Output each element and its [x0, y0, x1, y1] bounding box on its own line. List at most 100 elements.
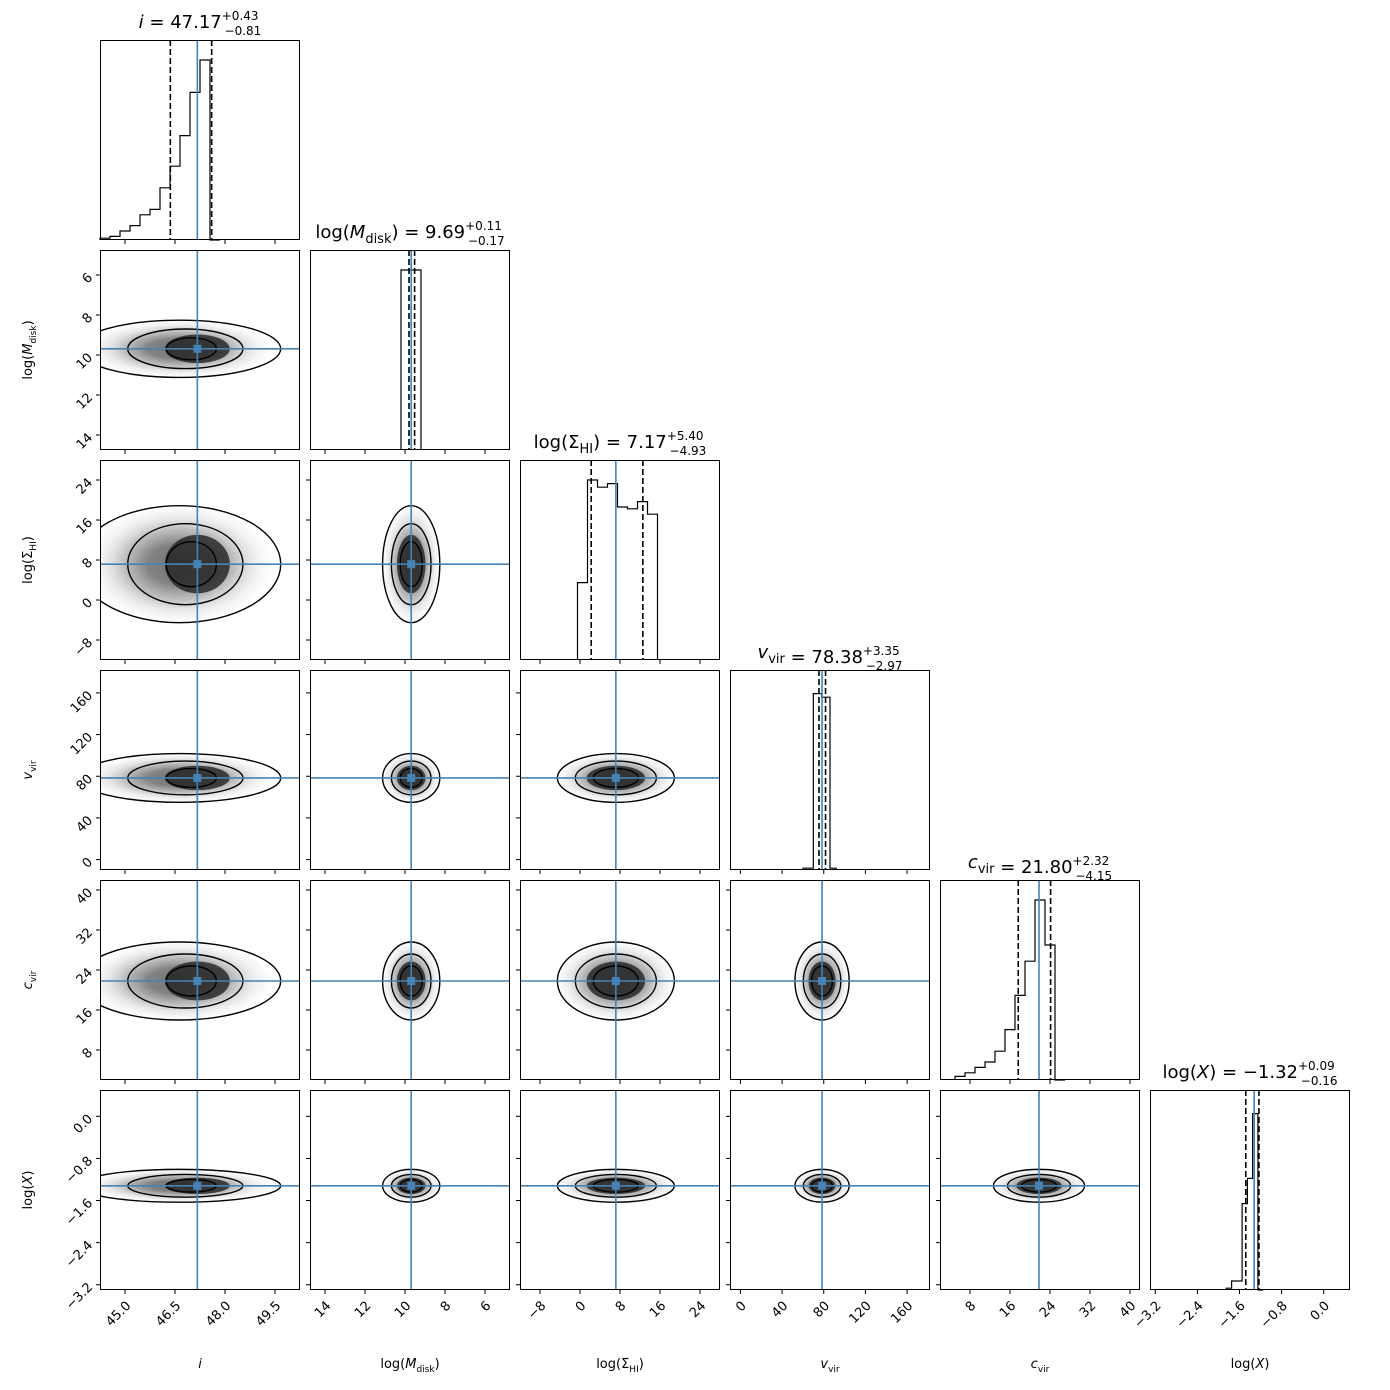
y-tick-label: 160	[68, 688, 96, 716]
x-tick-label: 48.0	[203, 1299, 234, 1330]
panel-frame	[520, 670, 720, 870]
x-tick-label: 8	[438, 1299, 454, 1315]
panel-frame	[100, 250, 300, 450]
panel-mdisk-mdisk: log(Mdisk) = 9.69+0.11 −0.17	[310, 219, 510, 454]
y-tick-label: 40	[74, 813, 96, 835]
panel-frame	[100, 40, 300, 240]
y-tick-label: −8	[72, 635, 96, 659]
panel-frame	[730, 1090, 930, 1290]
y-tick-label: 80	[74, 772, 96, 794]
x-axis-label-vvir: vvir	[820, 1357, 840, 1375]
x-axis-label-logx: log(X)	[1231, 1357, 1270, 1372]
y-tick-label: 8	[80, 310, 96, 326]
x-tick-label: 45.0	[103, 1299, 134, 1330]
x-tick-label: 16	[997, 1299, 1019, 1321]
x-axis-label-sigma: log(ΣHI)	[596, 1357, 644, 1375]
y-tick-label: 6	[80, 270, 96, 286]
panel-frame	[520, 880, 720, 1080]
y-tick-label: 16	[74, 1005, 96, 1027]
x-tick-label: 12	[352, 1299, 374, 1321]
panel-cvir-i: 8 16 24 32 40	[74, 880, 300, 1084]
y-tick-label: 24	[74, 475, 96, 497]
y-axis-label-sigma: log(ΣHI)	[21, 536, 39, 584]
panel-vvir-i: 0 40 80 120 160	[68, 670, 300, 874]
x-tick-label: −1.6	[1216, 1299, 1249, 1332]
y-axis-label-cvir: cvir	[21, 970, 39, 989]
panel-frame	[520, 460, 720, 660]
x-tick-label: 10	[392, 1299, 414, 1321]
x-tick-label: 120	[847, 1299, 875, 1327]
y-tick-label: 12	[74, 390, 96, 412]
title-sigma: log(ΣHI) = 7.17+5.40 −4.93	[534, 429, 707, 458]
y-tick-label: 16	[74, 515, 96, 537]
histogram-i	[99, 59, 220, 241]
panel-logx-sigma: −8 0 8 16 24	[516, 1090, 720, 1323]
panel-cvir-sigma	[516, 880, 720, 1084]
panel-logx-logx: log(X) = −1.32+0.09 −0.16 −3.2 −2.4 −1.6 −0.8…	[1132, 1059, 1350, 1332]
panel-frame	[730, 880, 930, 1080]
panel-frame	[310, 460, 510, 660]
x-tick-label: 0.0	[1308, 1299, 1333, 1324]
y-tick-label: −1.6	[63, 1196, 96, 1229]
title-vvir: vvir = 78.38+3.35 −2.97	[758, 642, 903, 673]
panel-frame	[940, 1090, 1140, 1290]
x-tick-label: 49.5	[253, 1299, 284, 1330]
x-tick-label: 24	[687, 1299, 709, 1321]
x-tick-label: 0	[733, 1299, 749, 1315]
panel-logx-mdisk: 14 12 10 8 6	[306, 1090, 510, 1321]
title-cvir: cvir = 21.80+2.32 −4.15	[968, 852, 1112, 883]
x-axis-label-mdisk: log(Mdisk)	[380, 1357, 439, 1375]
panel-cvir-vvir	[726, 880, 930, 1084]
histogram-cvir	[954, 899, 1065, 1081]
panel-frame	[940, 880, 1140, 1080]
panel-sigma-mdisk	[306, 460, 510, 664]
x-tick-label: 6	[478, 1299, 494, 1315]
y-tick-label: 8	[80, 1045, 96, 1061]
panel-vvir-sigma	[516, 670, 720, 874]
panel-vvir-vvir: vvir = 78.38+3.35 −2.97	[730, 642, 930, 874]
panel-frame	[520, 1090, 720, 1290]
panel-frame	[100, 880, 300, 1080]
y-axis-label-vvir: vvir	[21, 760, 39, 780]
panel-frame	[100, 1090, 300, 1290]
y-tick-label: 0.0	[71, 1112, 96, 1137]
y-tick-label: 32	[74, 925, 96, 947]
x-tick-label: 8	[963, 1299, 979, 1315]
panel-sigma-sigma: log(ΣHI) = 7.17+5.40 −4.93	[520, 429, 720, 664]
y-axis-label-mdisk: log(Mdisk)	[21, 320, 39, 379]
panel-frame	[100, 670, 300, 870]
histogram-sigma	[576, 479, 659, 660]
y-tick-label: 14	[74, 430, 96, 452]
panel-frame	[310, 250, 510, 450]
y-tick-label: 10	[74, 350, 96, 372]
y-tick-label: 120	[68, 730, 96, 758]
panel-frame	[1150, 1090, 1350, 1290]
title-logx: log(X) = −1.32+0.09 −0.16	[1162, 1059, 1337, 1088]
panel-sigma-i: −8 0 8 16 24	[72, 460, 300, 664]
histogram-logx	[1225, 1113, 1264, 1291]
panel-logx-i: 45.0 46.5 48.0 49.5 −3.2 −2.4 −1.6 −0.8 0.0	[63, 1090, 300, 1330]
x-tick-label: 0	[573, 1299, 589, 1315]
panel-logx-vvir: 0 40 80 120 160	[726, 1090, 930, 1327]
x-tick-label: 80	[811, 1299, 833, 1321]
y-tick-label: −0.8	[63, 1154, 96, 1187]
x-tick-label: 46.5	[153, 1299, 184, 1330]
y-tick-label: −3.2	[63, 1280, 96, 1313]
x-tick-label: 40	[769, 1299, 791, 1321]
panel-mdisk-i: 14 12 10 8 6	[74, 250, 300, 454]
x-tick-label: 32	[1077, 1299, 1099, 1321]
x-tick-label: 160	[888, 1299, 916, 1327]
x-axis-label-cvir: cvir	[1031, 1357, 1050, 1375]
panel-cvir-cvir: cvir = 21.80+2.32 −4.15	[940, 852, 1140, 1084]
x-tick-label: 14	[312, 1299, 334, 1321]
y-tick-label: 24	[74, 965, 96, 987]
x-tick-label: 8	[613, 1299, 629, 1315]
x-tick-label: 16	[647, 1299, 669, 1321]
panel-frame	[100, 460, 300, 660]
panel-frame	[310, 880, 510, 1080]
y-tick-label: 0	[80, 595, 96, 611]
y-axis-label-logx: log(X)	[21, 1171, 36, 1210]
panel-frame	[730, 670, 930, 870]
x-axis-label-i: i	[198, 1357, 202, 1372]
